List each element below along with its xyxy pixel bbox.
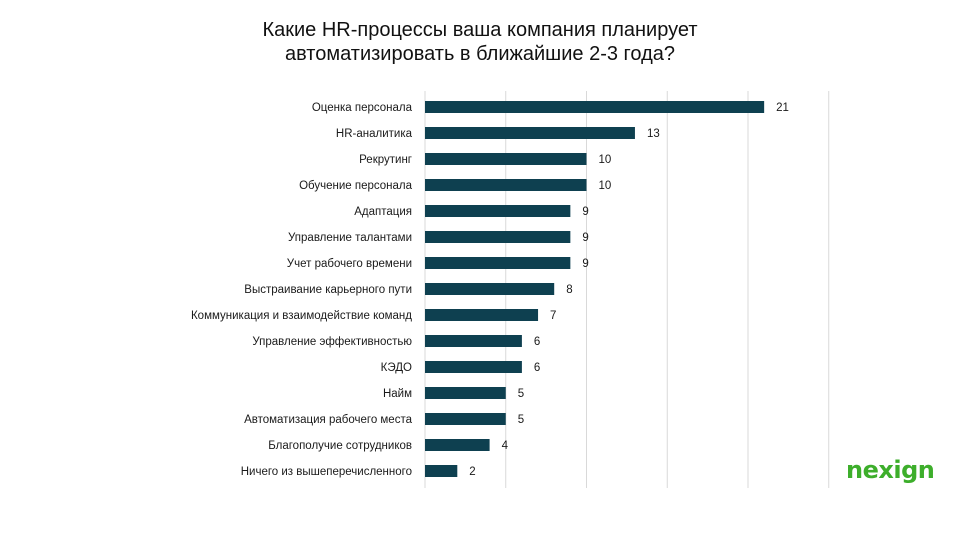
- category-label: Рекрутинг: [359, 154, 412, 166]
- bars: [425, 101, 765, 477]
- data-label: 10: [599, 180, 612, 192]
- data-label: 5: [518, 414, 524, 426]
- category-label: Учет рабочего времени: [287, 258, 412, 270]
- category-label: Оценка персонала: [312, 102, 413, 114]
- data-label: 9: [582, 206, 588, 218]
- bar: [425, 127, 635, 139]
- data-label: 6: [534, 336, 540, 348]
- category-label: Ничего из вышеперечисленного: [241, 466, 412, 478]
- nexign-logo: nexign: [846, 456, 935, 484]
- category-label: Благополучие сотрудников: [268, 440, 412, 452]
- data-labels: 21 13 10 10 9 9 9 8 7 6 6 5 5 4 2: [469, 102, 789, 478]
- bar: [425, 257, 571, 269]
- data-label: 6: [534, 362, 540, 374]
- category-label: Управление талантами: [288, 232, 412, 244]
- bar: [425, 309, 539, 321]
- data-label: 13: [647, 128, 660, 140]
- chart-title: Какие HR-процессы ваша компания планируе…: [0, 18, 960, 66]
- data-label: 7: [550, 310, 556, 322]
- category-label: Обучение персонала: [299, 180, 413, 192]
- bar: [425, 439, 490, 451]
- data-label: 9: [582, 258, 588, 270]
- data-label: 10: [599, 154, 612, 166]
- bar: [425, 465, 458, 477]
- chart-title-line-1: Какие HR-процессы ваша компания планируе…: [262, 19, 698, 41]
- bar: [425, 335, 522, 347]
- bar: [425, 205, 571, 217]
- bar: [425, 101, 765, 113]
- category-label: HR-аналитика: [336, 128, 413, 140]
- bar: [425, 231, 571, 243]
- chart-title-line-2: автоматизировать в ближайшие 2-3 года?: [284, 43, 675, 65]
- data-label: 2: [469, 466, 475, 478]
- bar: [425, 361, 522, 373]
- category-label: Найм: [383, 388, 412, 400]
- data-label: 5: [518, 388, 524, 400]
- bar: [425, 283, 555, 295]
- bar: [425, 153, 587, 165]
- bar: [425, 413, 506, 425]
- bar: [425, 387, 506, 399]
- category-label: Автоматизация рабочего места: [244, 414, 413, 426]
- category-labels: Оценка персонала HR-аналитика Рекрутинг Обу…: [191, 102, 413, 478]
- category-label: Управление эффективностью: [252, 336, 412, 348]
- category-label: Коммуникация и взаимодействие команд: [191, 310, 412, 322]
- bar: [425, 179, 587, 191]
- data-label: 21: [776, 102, 789, 114]
- data-label: 8: [566, 284, 572, 296]
- data-label: 4: [502, 440, 509, 452]
- data-label: 9: [582, 232, 588, 244]
- category-label: КЭДО: [381, 362, 412, 374]
- category-label: Адаптация: [354, 206, 412, 218]
- category-label: Выстраивание карьерного пути: [244, 284, 412, 296]
